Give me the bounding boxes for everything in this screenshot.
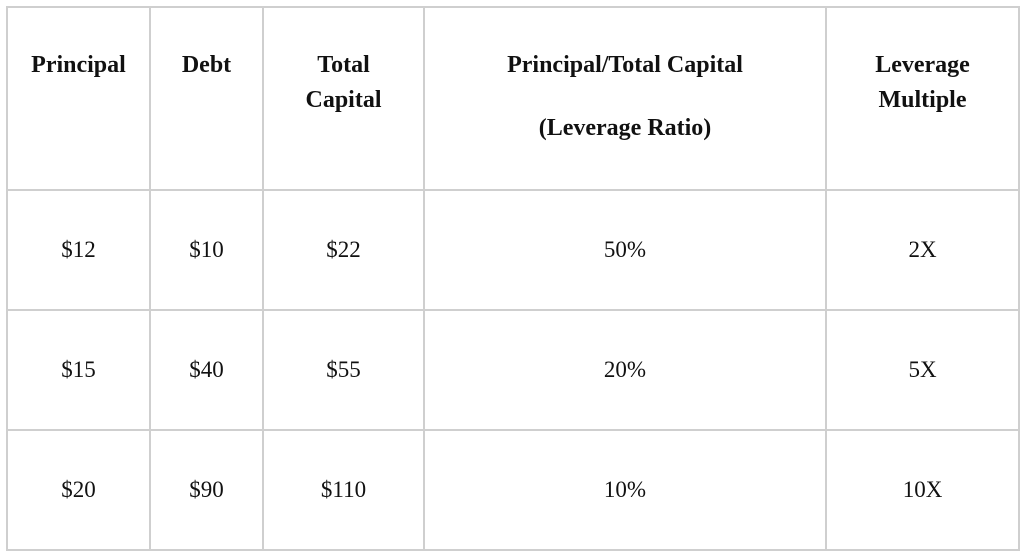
header-cell: Principal/Total Capital (Leverage Ratio) — [423, 6, 827, 191]
data-cell: 20% — [423, 309, 827, 431]
data-cell: $12 — [6, 189, 151, 311]
data-cell: $55 — [262, 309, 425, 431]
data-cell: $15 — [6, 309, 151, 431]
data-cell: $10 — [149, 189, 264, 311]
header-line: (Leverage Ratio) — [538, 115, 712, 141]
header-text: Principal/Total Capital (Leverage Ratio) — [507, 48, 743, 146]
data-cell: $110 — [262, 429, 425, 551]
data-row: $12 $10 $22 50% 2X — [6, 189, 1020, 311]
header-cell: Leverage Multiple — [825, 6, 1020, 191]
header-cell: Principal — [6, 6, 151, 191]
data-row: $15 $40 $55 20% 5X — [6, 309, 1020, 431]
header-line: Principal/Total Capital — [507, 52, 743, 78]
header-text: Total Capital — [305, 52, 382, 113]
header-text: Leverage Multiple — [875, 52, 970, 113]
data-cell: $40 — [149, 309, 264, 431]
data-cell: 2X — [825, 189, 1020, 311]
header-cell: Total Capital — [262, 6, 425, 191]
data-cell: 5X — [825, 309, 1020, 431]
leverage-table: Principal Debt Total Capital Principal/Tota… — [6, 6, 1020, 551]
data-cell: 10% — [423, 429, 827, 551]
data-cell: $20 — [6, 429, 151, 551]
data-cell: $90 — [149, 429, 264, 551]
header-text: Debt — [181, 52, 232, 78]
data-cell: 10X — [825, 429, 1020, 551]
data-row: $20 $90 $110 10% 10X — [6, 429, 1020, 551]
data-cell: $22 — [262, 189, 425, 311]
data-cell: 50% — [423, 189, 827, 311]
header-row: Principal Debt Total Capital Principal/Tota… — [6, 6, 1020, 191]
header-cell: Debt — [149, 6, 264, 191]
table-body: $12 $10 $22 50% 2X $15 $40 $55 20% 5X $20 $90 $110 10… — [6, 189, 1020, 551]
header-text: Principal — [31, 52, 126, 78]
